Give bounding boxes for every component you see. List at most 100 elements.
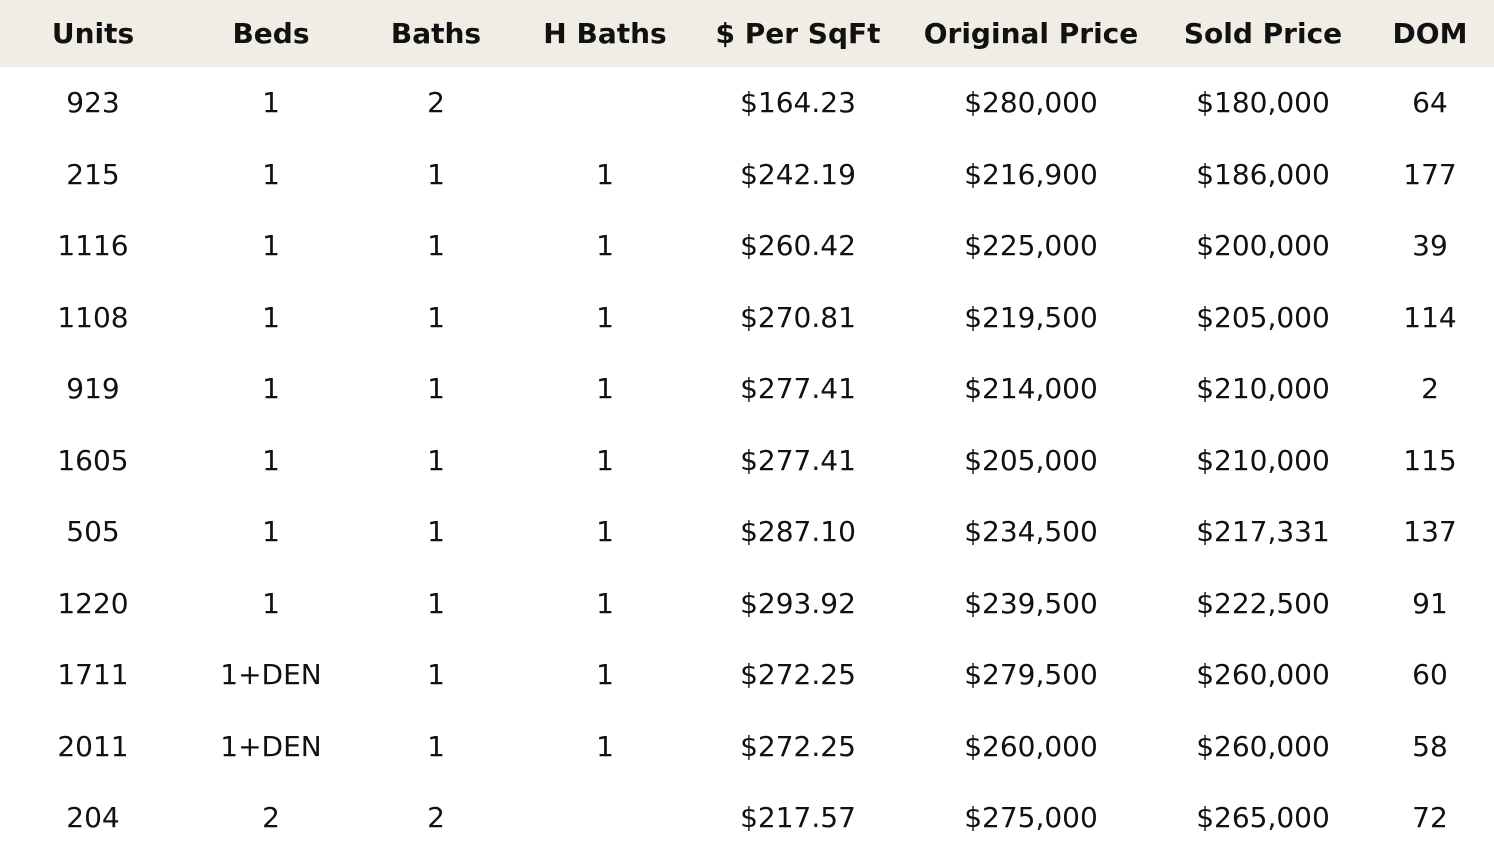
cell-h-baths: 1 [596,157,614,191]
cell-original-price: $214,000 [964,372,1098,406]
cell-h-baths [516,782,694,854]
cell-per-sqft: $277.41 [740,372,856,406]
cell-dom: 60 [1412,658,1448,692]
column-header-original-price: Original Price [902,0,1160,67]
cell-dom: 39 [1412,229,1448,263]
cell-original-price: $216,900 [964,157,1098,191]
cell-original-price: $260,000 [964,729,1098,763]
table-row: 204 2 2 $217.57 $275,000 $265,000 72 [0,782,1494,854]
cell-dom: 114 [1403,300,1457,334]
cell-h-baths: 1 [596,515,614,549]
cell-units: 204 [66,801,120,835]
cell-sold-price: $205,000 [1196,300,1330,334]
cell-h-baths: 1 [596,300,614,334]
cell-dom: 137 [1403,515,1457,549]
table-row: 1605 1 1 1 $277.41 $205,000 $210,000 115 [0,425,1494,497]
cell-original-price: $205,000 [964,443,1098,477]
cell-per-sqft: $277.41 [740,443,856,477]
table-header: Units Beds Baths H Baths $ Per SqFt Original … [0,0,1494,67]
cell-dom: 72 [1412,801,1448,835]
cell-baths: 1 [427,372,445,406]
cell-units: 919 [66,372,120,406]
column-header-dom: DOM [1366,0,1494,67]
column-header-beds: Beds [186,0,356,67]
cell-sold-price: $180,000 [1196,86,1330,120]
table-row: 1108 1 1 1 $270.81 $219,500 $205,000 114 [0,282,1494,354]
cell-dom: 64 [1412,86,1448,120]
cell-units: 1108 [57,300,129,334]
cell-sold-price: $210,000 [1196,443,1330,477]
cell-original-price: $219,500 [964,300,1098,334]
table-row: 505 1 1 1 $287.10 $234,500 $217,331 137 [0,496,1494,568]
cell-beds: 1 [262,157,280,191]
table-row: 1711 1+DEN 1 1 $272.25 $279,500 $260,000 60 [0,639,1494,711]
cell-h-baths: 1 [596,729,614,763]
cell-per-sqft: $272.25 [740,658,856,692]
cell-units: 2011 [57,729,129,763]
cell-beds: 1 [262,300,280,334]
column-header-h-baths: H Baths [516,0,694,67]
cell-sold-price: $200,000 [1196,229,1330,263]
cell-original-price: $234,500 [964,515,1098,549]
cell-baths: 1 [427,157,445,191]
cell-dom: 177 [1403,157,1457,191]
cell-original-price: $280,000 [964,86,1098,120]
column-header-baths: Baths [356,0,516,67]
cell-baths: 1 [427,443,445,477]
cell-baths: 1 [427,729,445,763]
cell-per-sqft: $287.10 [740,515,856,549]
cell-units: 215 [66,157,120,191]
cell-baths: 1 [427,658,445,692]
cell-beds: 1 [262,86,280,120]
column-header-per-sqft: $ Per SqFt [694,0,902,67]
column-header-units: Units [0,0,186,67]
cell-h-baths [516,67,694,139]
table-body: 923 1 2 $164.23 $280,000 $180,000 64 215 1 1 1 $242… [0,67,1494,854]
cell-per-sqft: $260.42 [740,229,856,263]
cell-original-price: $225,000 [964,229,1098,263]
cell-beds: 1 [262,443,280,477]
cell-baths: 2 [427,801,445,835]
cell-baths: 1 [427,515,445,549]
cell-beds: 1+DEN [220,658,322,692]
cell-beds: 2 [262,801,280,835]
cell-per-sqft: $242.19 [740,157,856,191]
cell-sold-price: $265,000 [1196,801,1330,835]
cell-baths: 1 [427,586,445,620]
cell-sold-price: $186,000 [1196,157,1330,191]
cell-baths: 2 [427,86,445,120]
cell-h-baths: 1 [596,229,614,263]
cell-per-sqft: $164.23 [740,86,856,120]
cell-dom: 2 [1421,372,1439,406]
cell-original-price: $239,500 [964,586,1098,620]
cell-units: 505 [66,515,120,549]
cell-sold-price: $260,000 [1196,658,1330,692]
cell-per-sqft: $293.92 [740,586,856,620]
table-row: 2011 1+DEN 1 1 $272.25 $260,000 $260,000 58 [0,711,1494,783]
cell-units: 923 [66,86,120,120]
cell-beds: 1 [262,515,280,549]
cell-h-baths: 1 [596,443,614,477]
table-row: 1116 1 1 1 $260.42 $225,000 $200,000 39 [0,210,1494,282]
cell-h-baths: 1 [596,372,614,406]
header-row: Units Beds Baths H Baths $ Per SqFt Original … [0,0,1494,67]
table-row: 215 1 1 1 $242.19 $216,900 $186,000 177 [0,139,1494,211]
cell-units: 1711 [57,658,129,692]
cell-dom: 91 [1412,586,1448,620]
cell-units: 1116 [57,229,129,263]
table-row: 1220 1 1 1 $293.92 $239,500 $222,500 91 [0,568,1494,640]
cell-dom: 58 [1412,729,1448,763]
table-row: 919 1 1 1 $277.41 $214,000 $210,000 2 [0,353,1494,425]
cell-units: 1605 [57,443,129,477]
cell-units: 1220 [57,586,129,620]
cell-h-baths: 1 [596,658,614,692]
cell-baths: 1 [427,300,445,334]
column-header-sold-price: Sold Price [1160,0,1366,67]
cell-sold-price: $260,000 [1196,729,1330,763]
cell-h-baths: 1 [596,586,614,620]
cell-per-sqft: $270.81 [740,300,856,334]
cell-per-sqft: $217.57 [740,801,856,835]
cell-sold-price: $217,331 [1196,515,1330,549]
cell-dom: 115 [1403,443,1457,477]
